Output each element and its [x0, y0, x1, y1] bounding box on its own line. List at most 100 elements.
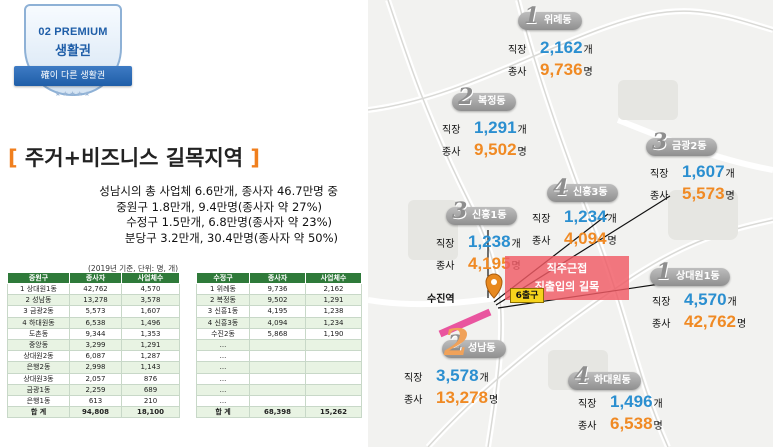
table-row: 2 복정동 9,502 1,291 [196, 294, 362, 307]
table-cell: 1,291 [121, 338, 180, 352]
district-pill: 1 위례동 [518, 3, 582, 30]
worker-count: 9,736 [540, 60, 583, 79]
table-cell: 3,578 [121, 294, 180, 307]
district-stats: 직장 1,234개 종사 4,094명 [532, 207, 617, 251]
table-cell: 94,808 [69, 406, 122, 419]
district-number: 1 [524, 3, 540, 29]
badge-stars-icon: ★★★★★ [54, 90, 92, 98]
job-label: 직장 [442, 125, 461, 136]
table-cell: 1,353 [121, 327, 180, 340]
table-cell [305, 350, 362, 363]
biz-unit: 개 [583, 45, 593, 56]
worker-unit: 명 [653, 421, 663, 432]
district-stats: 직장 2,162개 종사 9,736명 [508, 38, 593, 82]
table-cell: 6,087 [69, 350, 122, 363]
stats-line: 분당구 3.2만개, 30.4만명(종사자 약 50%) [124, 230, 338, 245]
table-cell: 4 신흥3동 [196, 316, 250, 329]
table-cell: 1 위례동 [196, 282, 250, 296]
table-row: ... [196, 372, 362, 385]
table-cell: 13,278 [69, 294, 122, 307]
table-row: 은행2동 2,998 1,143 [7, 361, 180, 374]
table-cell: 1,143 [121, 361, 180, 374]
table-row: 2 성남동 13,278 3,578 [7, 294, 180, 307]
district-pill: 2 성남동 [442, 331, 506, 358]
job-label: 직장 [578, 399, 597, 410]
table-cell: 6,538 [69, 316, 122, 329]
table-cell: 2,057 [69, 372, 122, 385]
table-cell: 3 신흥1동 [196, 305, 250, 318]
worker-label: 종사 [578, 421, 597, 432]
table-cell: 613 [69, 394, 122, 408]
table-row: 금광1동 2,259 689 [7, 383, 180, 396]
table-row: 3 신흥1동 4,195 1,238 [196, 305, 362, 318]
jungwon-table: 중원구 종사자 사업체수 1 상대원1동 42,762 4,570 2 성남동 13,2… [7, 272, 180, 419]
district-number: 3 [452, 198, 468, 224]
biz-count: 1,496 [610, 392, 653, 411]
biz-unit: 개 [479, 373, 489, 384]
table-cell: 1,496 [121, 316, 180, 329]
district-name: 상대원1동 [676, 271, 720, 282]
table-cell: 2,998 [69, 361, 122, 374]
district-stats: 직장 4,570개 종사 42,762명 [652, 290, 746, 334]
table-header: 종사자 [69, 272, 122, 284]
table-row: 합 계 94,808 18,100 [7, 406, 180, 419]
table-cell: 5,573 [69, 305, 122, 318]
table-cell [305, 372, 362, 385]
table-cell: ... [196, 372, 250, 385]
worker-label: 종사 [436, 261, 455, 272]
table-note: (2019년 기준, 단위: 명, 개) [88, 264, 179, 273]
worker-count: 13,278 [436, 388, 488, 407]
district-stats: 직장 3,578개 종사 13,278명 [404, 366, 498, 410]
table-cell: 42,762 [69, 282, 122, 296]
stats-line: 수정구 1.5만개, 6.8만명(종사자 약 23%) [126, 215, 332, 229]
table-cell: 1 상대원1동 [7, 282, 70, 296]
table-cell: 1,607 [121, 305, 180, 318]
worker-row: 종사 9,502명 [442, 140, 527, 162]
worker-row: 종사 9,736명 [508, 60, 593, 82]
worker-count: 6,538 [610, 414, 653, 433]
district-number: 4 [574, 363, 590, 389]
job-label: 직장 [532, 214, 551, 225]
table-row: 중앙동 3,299 1,291 [7, 338, 180, 352]
worker-unit: 명 [607, 236, 617, 247]
district-number: 3 [652, 129, 668, 155]
table-cell: 도촌동 [7, 327, 70, 340]
biz-row: 직장 1,496개 [578, 392, 663, 414]
biz-row: 직장 2,162개 [508, 38, 593, 60]
worker-row: 종사 6,538명 [578, 414, 663, 436]
table-cell: ... [196, 383, 250, 396]
table-row: 4 하대원동 6,538 1,496 [7, 316, 180, 329]
table-header: 중원구 [7, 272, 70, 284]
biz-unit: 개 [517, 125, 527, 136]
district-number: 2 [448, 331, 464, 357]
table-cell: 상대원3동 [7, 372, 70, 385]
stats-summary: 성남시의 총 사업체 6.6만개, 종사자 46.7만명 중 중원구 1.8만개… [0, 184, 360, 246]
table-cell: 3,299 [69, 338, 122, 352]
district-stats: 직장 1,607개 종사 5,573명 [650, 162, 735, 206]
biz-count: 1,238 [468, 232, 511, 251]
district-name: 하대원동 [594, 375, 631, 386]
district-number: 4 [553, 175, 569, 201]
worker-count: 42,762 [684, 312, 736, 331]
biz-count: 1,607 [682, 162, 725, 181]
biz-unit: 개 [725, 169, 735, 180]
table-cell: 4 하대원동 [7, 316, 70, 329]
table-cell [249, 394, 306, 408]
table-row: ... [196, 383, 362, 396]
table-cell: 1,291 [305, 294, 362, 307]
table-cell [249, 383, 306, 396]
table-cell: 3 금광2동 [7, 305, 70, 318]
table-cell: 1,234 [305, 316, 362, 329]
district-pill: 2 복정동 [452, 84, 516, 111]
table-row: ... [196, 361, 362, 374]
table-cell: 2,259 [69, 383, 122, 396]
table-cell [305, 383, 362, 396]
worker-label: 종사 [508, 67, 527, 78]
district-stats: 직장 1,496개 종사 6,538명 [578, 392, 663, 436]
table-cell: 1,287 [121, 350, 180, 363]
biz-count: 1,291 [474, 118, 517, 137]
table-cell: 중앙동 [7, 338, 70, 352]
worker-label: 종사 [652, 319, 671, 330]
